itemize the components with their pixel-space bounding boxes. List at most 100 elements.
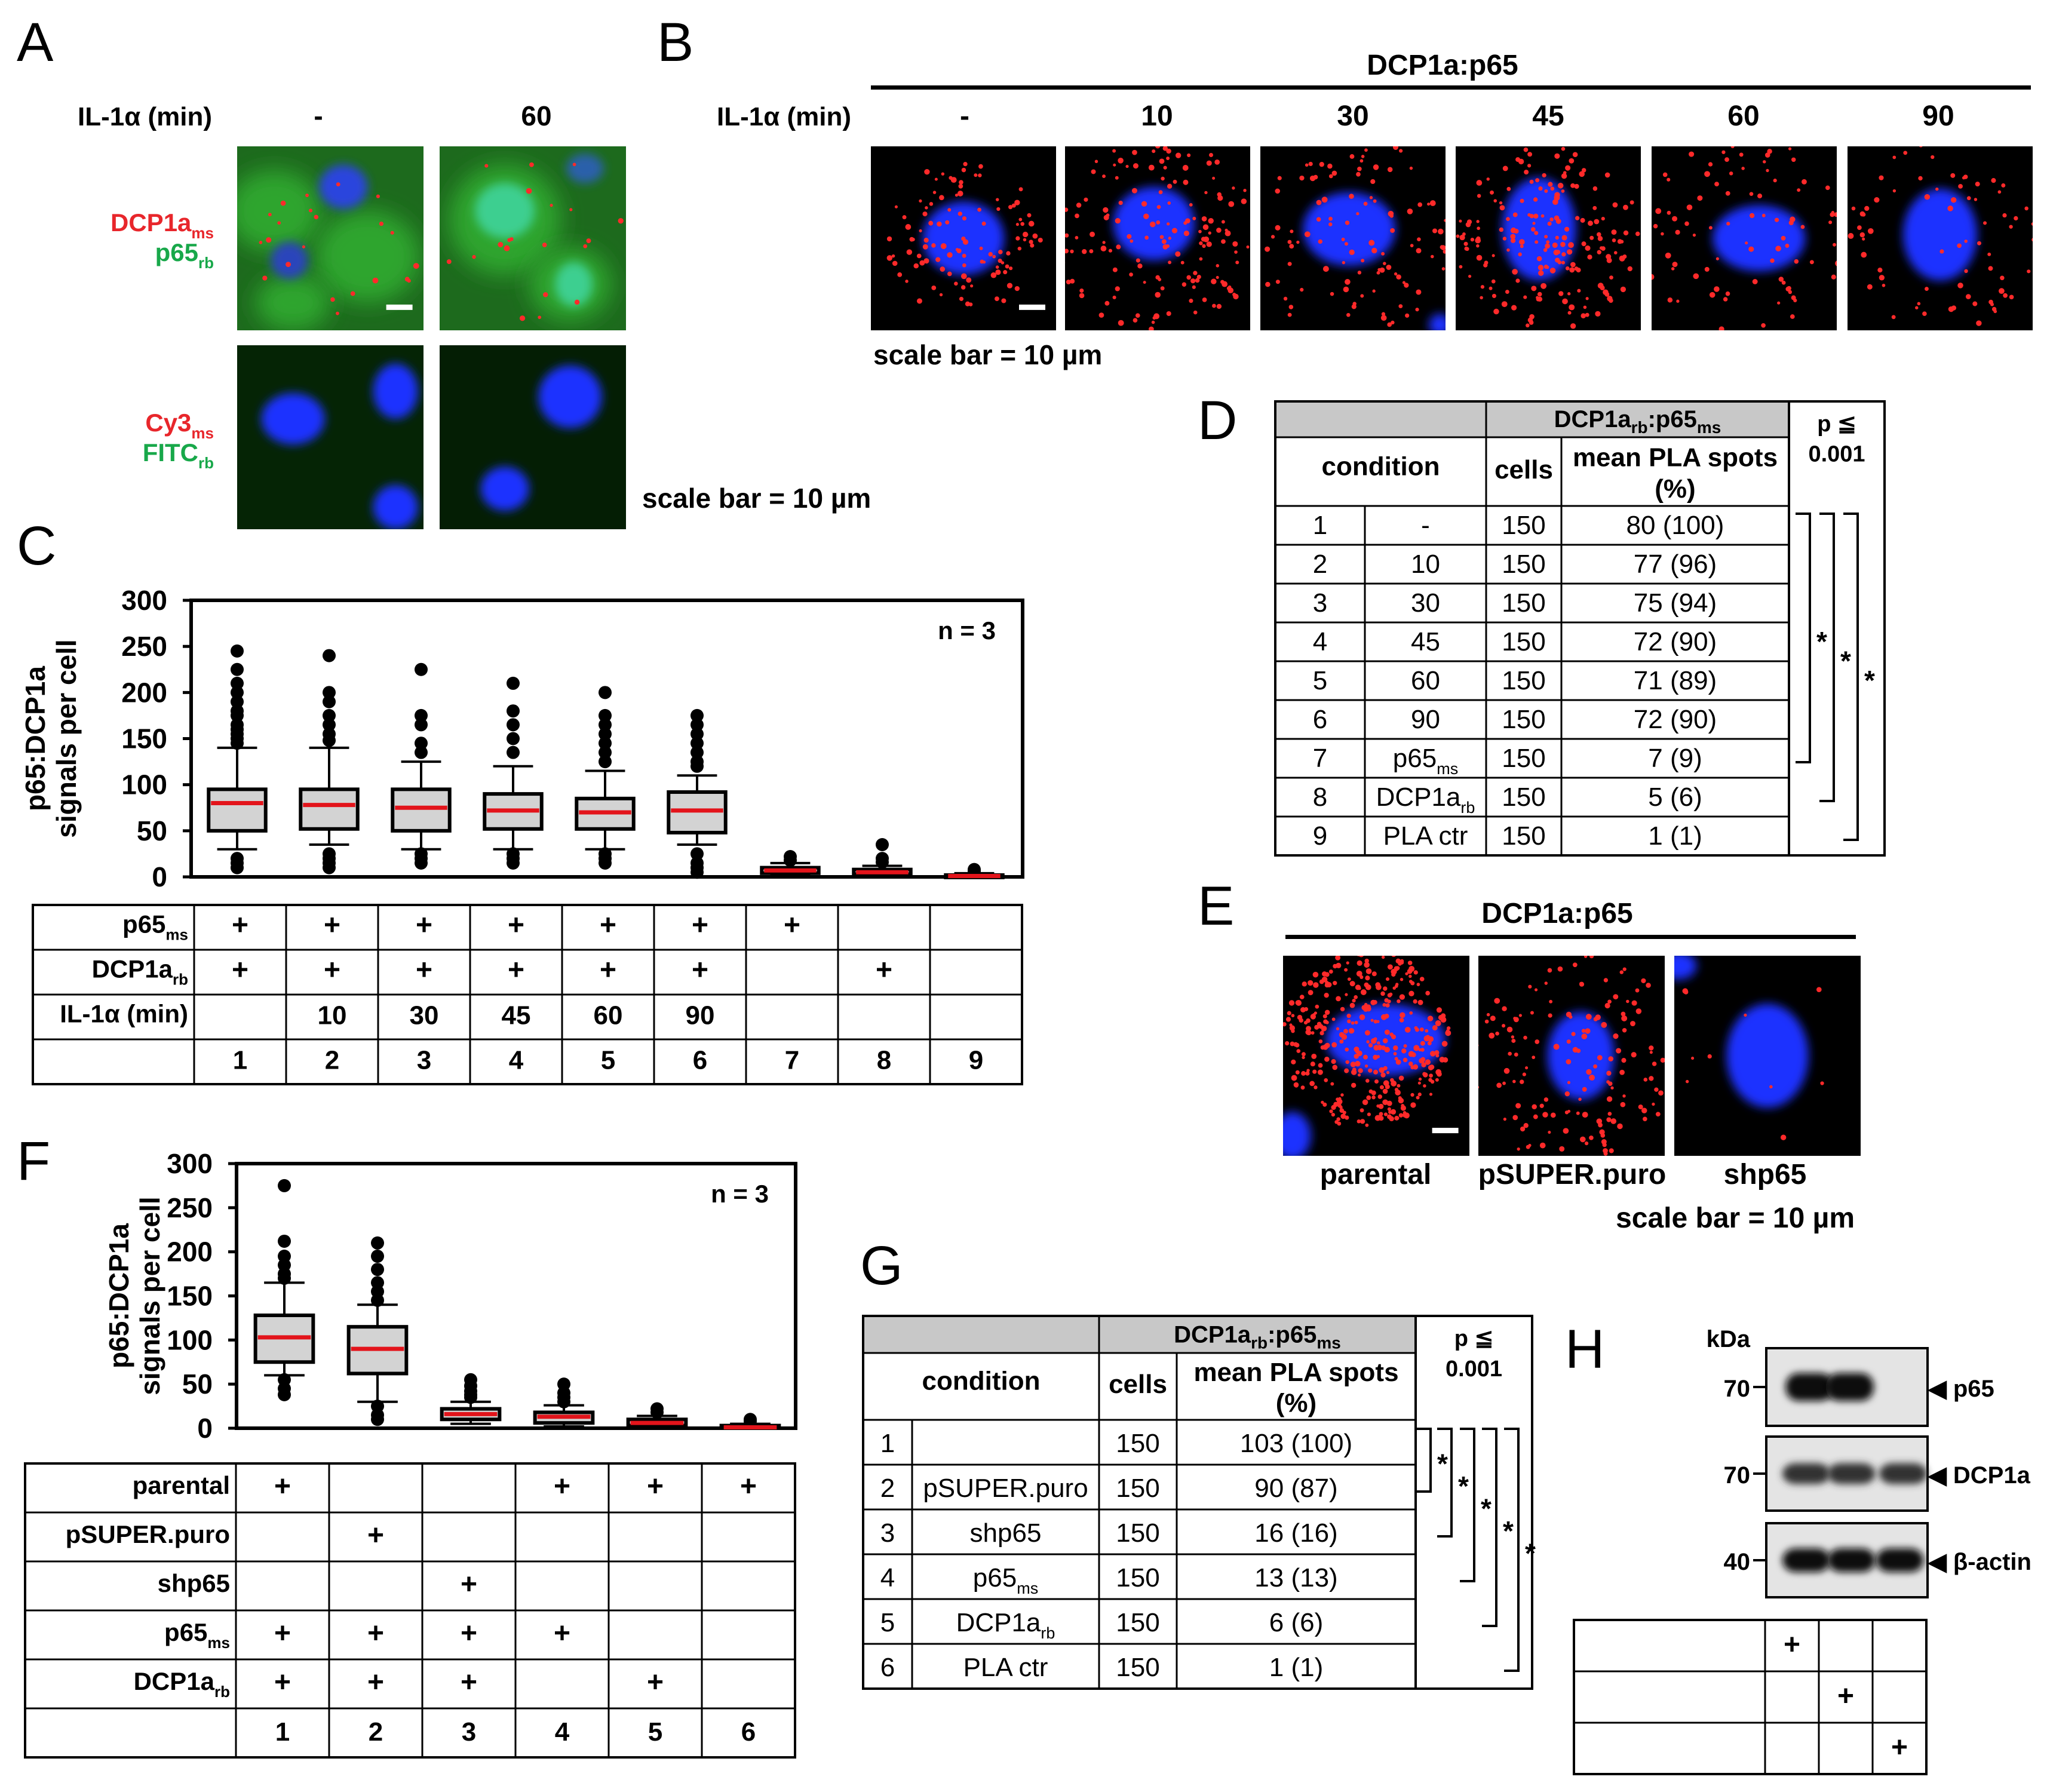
pla-spot <box>1234 250 1238 254</box>
pla-spot <box>1623 204 1628 210</box>
pla-spot <box>1800 225 1805 229</box>
pla-spot <box>1420 1057 1426 1062</box>
pla-spot <box>1508 1051 1512 1056</box>
pla-spot <box>1606 257 1612 263</box>
grid-cell-value: + <box>416 910 432 941</box>
pla-spot <box>1496 1082 1502 1088</box>
pla-spot <box>1957 283 1963 289</box>
pla-spot <box>1833 243 1837 247</box>
pla-spot <box>1891 315 1896 320</box>
column-label: 90 <box>1922 100 1954 132</box>
outlier-point <box>415 708 428 722</box>
pla-spot <box>1356 171 1361 177</box>
title-rule <box>871 85 2031 90</box>
pla-spot <box>1534 231 1539 235</box>
pla-spot <box>1199 241 1203 246</box>
pla-spot <box>1162 146 1168 151</box>
pla-spot <box>954 281 958 286</box>
pla-spot <box>1867 228 1874 234</box>
pla-spot <box>1423 1072 1428 1078</box>
pla-spot <box>1892 189 1896 193</box>
outlier-point <box>691 708 704 722</box>
pla-spot <box>1922 311 1927 316</box>
pla-spot <box>1714 286 1720 292</box>
column-label: 30 <box>1337 100 1368 132</box>
pla-spot <box>1570 262 1576 268</box>
pla-spot <box>1652 1061 1657 1066</box>
outlier-point <box>599 745 612 759</box>
pla-spot <box>308 208 313 213</box>
pla-spot <box>1287 240 1292 244</box>
pla-spot <box>1155 291 1161 298</box>
pla-spot <box>1770 258 1775 263</box>
pla-spot <box>1572 1047 1579 1053</box>
grid-cell-value: 5 <box>648 1717 662 1747</box>
column-header: (%) <box>1655 474 1695 504</box>
row-number: 6 <box>1313 705 1327 734</box>
pla-spot <box>1538 270 1544 276</box>
pla-spot <box>1403 1057 1408 1063</box>
pla-spot <box>1187 153 1191 158</box>
row-number: 2 <box>1313 550 1327 579</box>
pla-spot <box>1383 986 1388 991</box>
pla-spot <box>1399 994 1405 1000</box>
row-cells: 150 <box>1502 588 1545 618</box>
pla-spot <box>1216 264 1220 268</box>
row-mean: 103 (100) <box>1240 1429 1352 1458</box>
pla-spot <box>407 279 411 283</box>
title-rule <box>1285 935 1856 939</box>
nucleus <box>1726 1004 1809 1108</box>
pla-spot <box>1029 240 1033 244</box>
box-1 <box>207 644 268 874</box>
pla-spot <box>1546 240 1550 244</box>
pla-spot <box>379 222 384 226</box>
pla-spot <box>1106 213 1110 217</box>
significance-star: * <box>1503 1515 1514 1546</box>
pla-spot <box>1202 224 1209 231</box>
green-cell <box>256 275 330 330</box>
pla-spot <box>1778 277 1784 282</box>
pla-spot <box>1643 1078 1648 1082</box>
pla-spot <box>1579 1136 1586 1143</box>
b2 <box>1260 146 1446 330</box>
pla-spot <box>1502 1006 1507 1011</box>
y-tick-label: 200 <box>167 1236 213 1268</box>
pla-spot <box>1561 260 1565 265</box>
pla-spot <box>1118 200 1123 205</box>
pla-spot <box>1070 278 1075 284</box>
column-header: condition <box>1322 452 1440 481</box>
pla-spot <box>2024 206 2028 211</box>
pla-spot <box>1596 1118 1603 1124</box>
pla-spot <box>372 277 379 284</box>
nucleus <box>1674 956 1697 980</box>
pla-spot <box>1608 1081 1613 1086</box>
pla-spot <box>1131 188 1137 194</box>
pla-spot <box>1382 1003 1386 1007</box>
pla-spot <box>1423 1084 1426 1088</box>
pla-spot <box>1600 1133 1606 1138</box>
grid-cell-value: 10 <box>318 1001 347 1030</box>
outlier-point <box>876 837 889 851</box>
pla-spot <box>1527 164 1532 168</box>
row-condition: 45 <box>1411 627 1440 656</box>
y-tick-label: 300 <box>167 1148 213 1179</box>
pla-spot <box>1606 1096 1613 1102</box>
pla-spot <box>1128 140 1131 143</box>
pla-spot <box>1432 228 1438 234</box>
pla-spot <box>1361 259 1365 263</box>
pla-spot <box>1537 291 1542 297</box>
row-number: 5 <box>1313 666 1327 695</box>
pla-spot <box>1413 1064 1419 1070</box>
pla-spot <box>1555 235 1559 240</box>
significance-star: * <box>1816 626 1827 657</box>
pla-spot <box>1366 1095 1371 1100</box>
pla-spot <box>1379 267 1385 273</box>
pla-spot <box>1160 335 1164 338</box>
pla-spot <box>569 208 573 211</box>
pla-spot <box>1321 1026 1327 1032</box>
pla-spot <box>1704 171 1710 177</box>
pla-spot <box>1289 1023 1293 1027</box>
pla-spot <box>1336 996 1341 1002</box>
micrograph-content <box>1283 956 1459 1156</box>
grid-cell-value: + <box>554 1471 570 1502</box>
